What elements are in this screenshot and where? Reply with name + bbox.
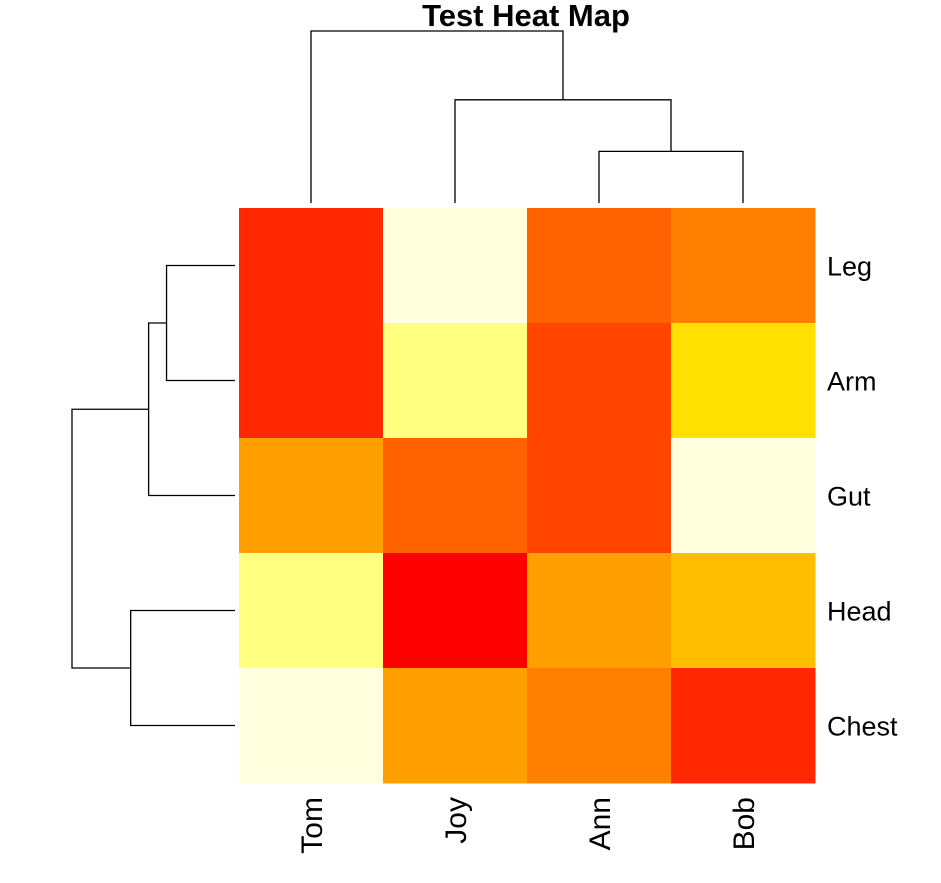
heatmap-cell-leg-bob [671, 208, 816, 324]
heatmap-cell-leg-joy [383, 208, 528, 324]
heatmap-cell-head-tom [239, 553, 384, 669]
heatmap-cell-arm-ann [527, 323, 672, 439]
heatmap-cell-chest-ann [527, 668, 672, 784]
column-dendrogram-link [598, 150, 744, 203]
column-dendrogram-link [310, 30, 564, 203]
row-labels: Leg Arm Gut Head Chest [827, 252, 898, 742]
chart-title: Test Heat Map [422, 0, 630, 33]
heatmap-cell-chest-joy [383, 668, 528, 784]
heatmap-cell-arm-bob [671, 323, 816, 439]
heatmap-cell-gut-joy [383, 438, 528, 554]
heatmap-cell-chest-bob [671, 668, 816, 784]
column-labels: Tom Joy Ann Bob [296, 797, 761, 854]
column-label-ann: Ann [584, 797, 617, 850]
row-label-chest: Chest [827, 712, 898, 742]
row-dendrogram [71, 264, 235, 727]
row-dendrogram-link [165, 264, 235, 382]
heatmap-cell-arm-tom [239, 323, 384, 439]
heatmap-cell-gut-ann [527, 438, 672, 554]
column-dendrogram [310, 30, 744, 203]
heatmap-cell-chest-tom [239, 668, 384, 784]
heatmap-cell-head-bob [671, 553, 816, 669]
heatmap-cell-gut-bob [671, 438, 816, 554]
row-label-arm: Arm [827, 367, 877, 397]
row-dendrogram-link [71, 408, 149, 669]
heatmap-cell-leg-tom [239, 208, 384, 324]
column-label-tom: Tom [296, 797, 329, 854]
column-label-bob: Bob [728, 797, 761, 850]
heatmap-cell-leg-ann [527, 208, 672, 324]
heatmap-cells [239, 208, 816, 784]
row-dendrogram-link [130, 609, 235, 727]
row-label-leg: Leg [827, 252, 872, 282]
row-label-head: Head [827, 597, 892, 627]
heatmap-cell-arm-joy [383, 323, 528, 439]
heatmap-cell-gut-tom [239, 438, 384, 554]
heatmap-cell-head-joy [383, 553, 528, 669]
row-label-gut: Gut [827, 482, 871, 512]
row-dendrogram-link [147, 322, 235, 497]
column-label-joy: Joy [440, 797, 473, 844]
heatmap-cell-head-ann [527, 553, 672, 669]
